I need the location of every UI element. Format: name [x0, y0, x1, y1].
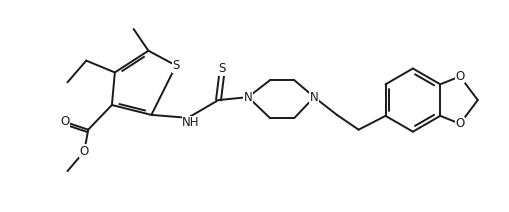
Text: S: S [219, 62, 226, 75]
Text: O: O [456, 70, 465, 83]
Text: N: N [244, 91, 252, 104]
Text: O: O [79, 145, 89, 158]
Text: O: O [60, 115, 69, 128]
Text: NH: NH [182, 116, 200, 129]
Text: S: S [173, 59, 180, 72]
Text: O: O [456, 117, 465, 130]
Text: N: N [310, 91, 319, 104]
